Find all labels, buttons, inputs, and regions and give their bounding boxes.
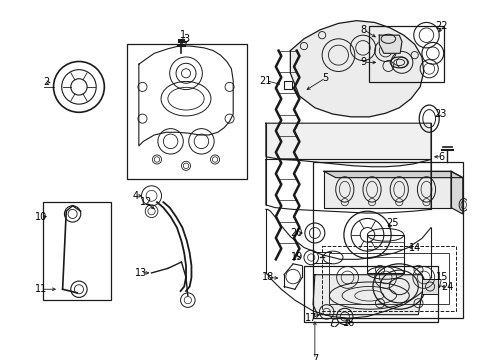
Text: 3: 3 [183, 34, 189, 44]
Text: 5: 5 [322, 73, 329, 83]
Text: 18: 18 [262, 273, 274, 283]
Text: 22: 22 [436, 21, 448, 31]
Text: 20: 20 [291, 228, 303, 238]
Text: 17: 17 [305, 313, 318, 323]
Text: 10: 10 [35, 212, 47, 222]
Polygon shape [451, 171, 463, 214]
Bar [322, 246, 456, 311]
Bar [43, 202, 111, 300]
Polygon shape [266, 123, 431, 167]
Text: 8: 8 [361, 25, 367, 35]
Polygon shape [291, 21, 424, 117]
Text: 21: 21 [260, 76, 272, 86]
Text: 12: 12 [140, 197, 152, 207]
Text: 15: 15 [436, 273, 448, 283]
Bar [368, 235, 404, 273]
Text: 1: 1 [180, 30, 186, 40]
Text: 2: 2 [43, 77, 49, 87]
Text: 19: 19 [291, 252, 303, 262]
Bar [369, 26, 444, 82]
Text: 11: 11 [35, 284, 47, 294]
Text: 4: 4 [133, 191, 139, 201]
Text: 23: 23 [434, 109, 446, 119]
Bar [127, 44, 247, 179]
Text: 25: 25 [387, 218, 399, 228]
Polygon shape [379, 35, 402, 53]
Bar [422, 279, 438, 294]
Text: 24: 24 [441, 282, 454, 292]
Polygon shape [324, 171, 451, 208]
Text: 7: 7 [312, 354, 318, 360]
Polygon shape [324, 171, 463, 177]
Text: 16: 16 [343, 318, 355, 328]
Bar [284, 81, 292, 89]
Polygon shape [313, 275, 424, 315]
Bar [304, 266, 438, 322]
Bar [313, 162, 463, 318]
Text: 9: 9 [361, 57, 367, 67]
Bar [329, 253, 449, 304]
Text: 14: 14 [409, 243, 421, 252]
Text: 6: 6 [439, 152, 445, 162]
Text: 13: 13 [135, 268, 147, 278]
